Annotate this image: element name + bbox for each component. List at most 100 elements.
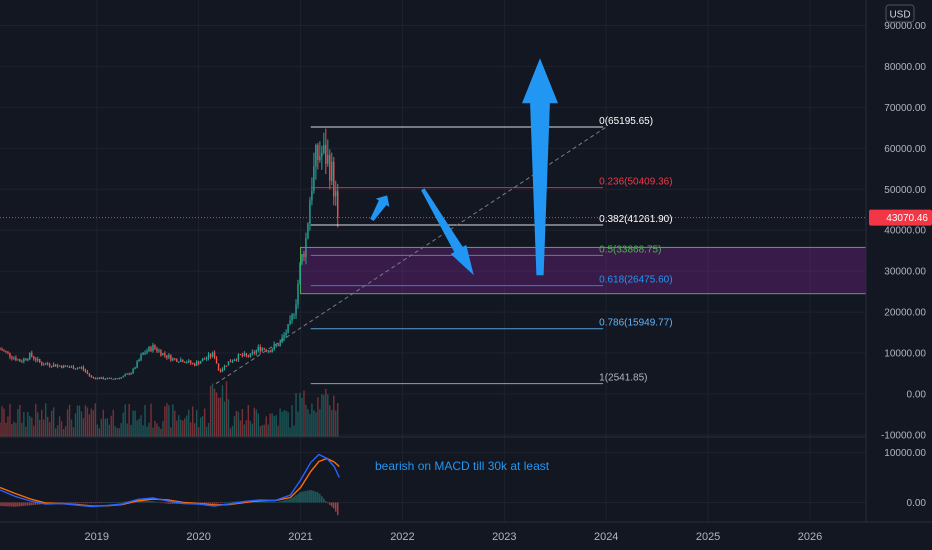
- volume-bar: [142, 425, 144, 437]
- volume-bar: [154, 420, 156, 437]
- volume-bar: [17, 408, 19, 437]
- volume-bar: [215, 392, 218, 437]
- candle-body: [319, 156, 321, 161]
- macd-histogram-bar: [154, 501, 156, 503]
- macd-histogram-bar: [211, 502, 214, 504]
- candle-body: [11, 356, 13, 359]
- fib-label-4: 0.618(26475.60): [599, 275, 672, 286]
- macd-histogram-bar: [62, 502, 65, 504]
- candle-body: [257, 346, 259, 351]
- arrows[interactable]: [370, 58, 558, 276]
- candle-body: [39, 358, 41, 363]
- macd-histogram-bar: [283, 500, 285, 503]
- volume-bar: [60, 421, 63, 437]
- candle-body: [247, 355, 250, 357]
- arrow-0[interactable]: [370, 195, 390, 221]
- macd-histogram-bar: [203, 502, 206, 504]
- volume-bar: [41, 409, 43, 437]
- candle-body: [229, 361, 232, 363]
- price-tick-6: 30000.00: [884, 267, 926, 278]
- volume-bar: [70, 419, 73, 437]
- volume-bar: [152, 427, 154, 437]
- candle-body: [245, 353, 248, 356]
- volume-bar: [275, 415, 277, 437]
- candle-body: [140, 354, 142, 360]
- candle-body: [106, 377, 108, 380]
- macd-histogram-bar: [321, 496, 323, 503]
- volume-bar: [39, 419, 41, 437]
- trendline[interactable]: [0, 126, 866, 385]
- price-tick-0: 90000.00: [884, 21, 926, 32]
- volume-bar: [333, 395, 335, 437]
- volume-bar: [68, 404, 71, 437]
- macd-histogram-bar: [261, 501, 263, 503]
- volume-bar: [54, 428, 57, 437]
- volume-bar: [146, 426, 148, 437]
- candle-body: [50, 365, 53, 367]
- candle-body: [239, 354, 242, 356]
- candle-body: [197, 361, 200, 364]
- candle-body: [9, 352, 11, 357]
- candle-body: [225, 365, 228, 367]
- macd-histogram-bar: [327, 502, 329, 504]
- macd-histogram-bar: [78, 502, 81, 504]
- macd-histogram-bar: [287, 499, 289, 503]
- macd-histogram-bar: [285, 499, 287, 503]
- macd-histogram-bar: [104, 502, 106, 503]
- price-candles[interactable]: [0, 128, 339, 381]
- candle-body: [132, 368, 134, 373]
- volume-bar: [160, 428, 162, 437]
- current-price-tag: [869, 209, 932, 226]
- candle-body: [114, 378, 116, 380]
- macd-histogram-bar: [269, 502, 271, 503]
- candle-body: [94, 377, 97, 379]
- volume-bar: [148, 422, 150, 437]
- volume-bar: [249, 420, 252, 437]
- macd-histogram-bar: [271, 502, 273, 503]
- volume-bar: [245, 420, 248, 437]
- candle-body: [37, 358, 39, 361]
- macd-histogram-bar: [144, 500, 146, 503]
- volume-bar: [80, 411, 83, 437]
- volume-bar: [223, 401, 226, 437]
- arrow-2[interactable]: [522, 58, 558, 276]
- volume-bar: [247, 405, 250, 437]
- time-tick-3: 2022: [390, 531, 414, 543]
- macd-line: [0, 453, 340, 508]
- candle-body: [164, 353, 166, 356]
- volume-bar: [213, 388, 216, 437]
- candle-body: [166, 355, 168, 358]
- candle-body: [192, 363, 194, 365]
- diagonal-trendline[interactable]: [215, 126, 607, 385]
- candle-body: [86, 371, 89, 374]
- price-tick-5: 40000.00: [884, 226, 926, 237]
- volume-bar: [267, 424, 269, 437]
- macd-histogram-bar: [23, 502, 25, 506]
- candle-body: [168, 355, 170, 358]
- time-axis[interactable]: 2019 2020 2021 2022 2023 2024 2025 2026: [85, 531, 823, 543]
- candle-body: [176, 358, 178, 362]
- volume-bar: [25, 426, 27, 437]
- time-tick-7: 2026: [798, 531, 822, 543]
- volume-bar: [253, 407, 255, 437]
- price-axis[interactable]: 90000.00 80000.00 70000.00 60000.00 50000.00…: [881, 21, 926, 509]
- candle-body: [146, 351, 148, 353]
- macd-tick-1: 0.00: [907, 498, 927, 509]
- volume-bar: [195, 410, 198, 437]
- fib-retracement[interactable]: 0(65195.65) 0.236(50409.36) 0.382(41261.90…: [310, 116, 673, 385]
- macd-histogram-bar: [124, 501, 126, 503]
- volume-bar: [58, 416, 61, 437]
- volume-bar: [217, 397, 220, 437]
- volume-bar: [120, 422, 122, 437]
- macd-histogram-bar: [86, 502, 89, 504]
- candle-body: [126, 373, 128, 375]
- candle-body: [122, 376, 124, 378]
- volume-bar: [172, 404, 174, 437]
- currency-badge[interactable]: USD: [885, 4, 915, 23]
- arrow-1[interactable]: [421, 188, 474, 276]
- macd-histogram-bar: [315, 491, 317, 503]
- volume-bar: [313, 410, 315, 437]
- macd-histogram-bar: [13, 502, 15, 507]
- volume-bar: [329, 405, 331, 437]
